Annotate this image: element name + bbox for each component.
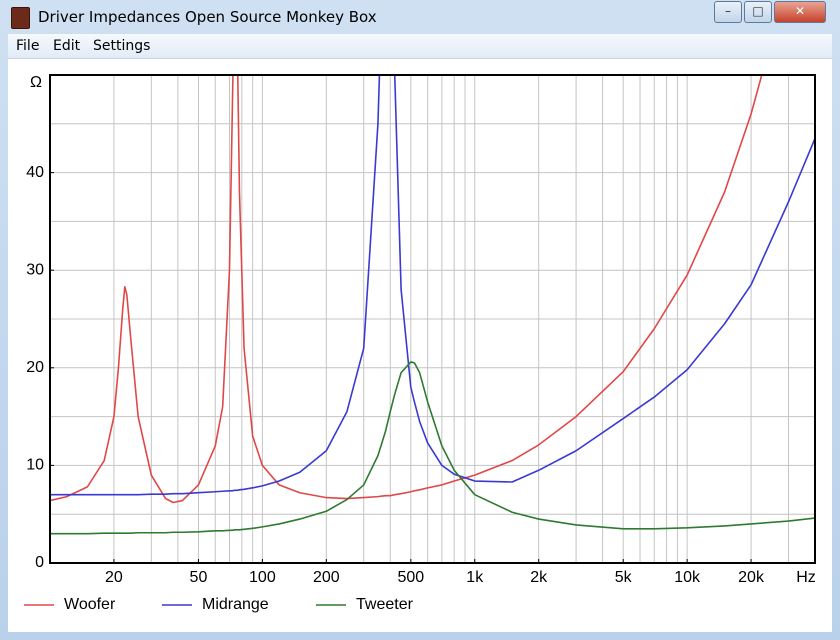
x-tick-label: 500: [397, 569, 424, 586]
menu-bar: File Edit Settings: [8, 34, 832, 59]
x-tick-label: 200: [313, 569, 340, 586]
plot-frame: [49, 74, 816, 564]
series-line: [50, 75, 815, 496]
series-line: [50, 75, 763, 504]
title-bar: Driver Impedances Open Source Monkey Box…: [0, 0, 840, 33]
x-tick-label: 100: [249, 569, 276, 586]
legend-label: Woofer: [64, 596, 116, 613]
legend-label: Midrange: [202, 596, 269, 613]
maximize-button[interactable]: □: [744, 1, 772, 23]
window-title: Driver Impedances Open Source Monkey Box: [38, 8, 377, 26]
app-icon: [11, 7, 30, 29]
x-tick-label: 50: [190, 569, 208, 586]
y-tick-label: 0: [35, 554, 44, 571]
minimize-button[interactable]: –: [714, 1, 742, 23]
y-tick-label: 40: [26, 164, 44, 181]
y-unit-label: Ω: [30, 74, 42, 91]
y-tick-label: 20: [26, 359, 44, 376]
legend-label: Tweeter: [356, 596, 414, 613]
x-unit-label: Hz: [796, 569, 816, 586]
close-button[interactable]: ✕: [774, 1, 826, 23]
series-line: [50, 361, 815, 535]
menu-edit[interactable]: Edit: [53, 38, 81, 54]
x-tick-label: 20k: [738, 569, 765, 586]
x-tick-label: 2k: [530, 569, 548, 586]
menu-settings[interactable]: Settings: [93, 38, 151, 54]
menu-file[interactable]: File: [16, 38, 40, 54]
x-tick-label: 1k: [466, 569, 484, 586]
y-tick-label: 30: [26, 261, 44, 278]
y-tick-label: 10: [26, 457, 44, 474]
x-tick-label: 10k: [674, 569, 701, 586]
x-tick-label: 20: [105, 569, 123, 586]
x-tick-label: 5k: [615, 569, 633, 586]
